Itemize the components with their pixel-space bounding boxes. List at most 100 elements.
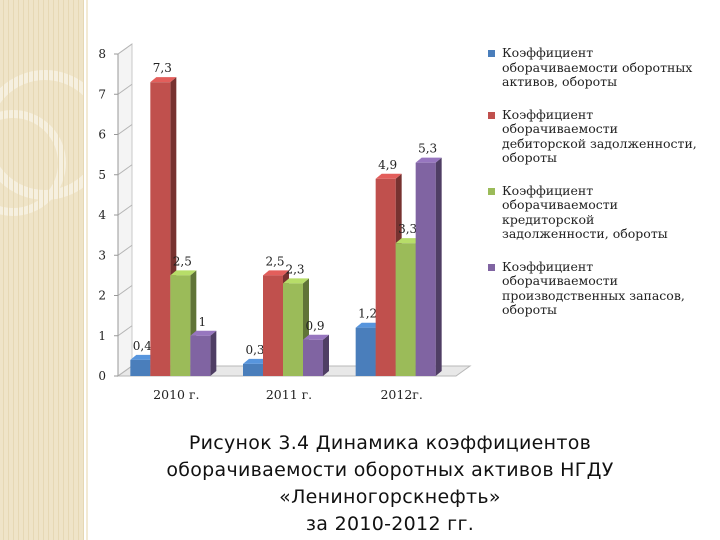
decorative-stripe bbox=[48, 0, 49, 540]
legend-label-line: Коэффициент bbox=[502, 258, 594, 274]
bar bbox=[415, 162, 436, 376]
legend-label-line: оборачиваемости bbox=[502, 273, 619, 288]
bar bbox=[375, 178, 396, 376]
caption-line-4: за 2010-2012 гг. bbox=[305, 513, 475, 535]
legend-label-line: оборачиваемости bbox=[502, 121, 619, 136]
legend-swatch bbox=[488, 50, 495, 57]
caption-line-2: оборачиваемости оборотных активов НГДУ bbox=[166, 459, 614, 481]
legend-item: Коэффициент оборачиваемости оборотных акти… bbox=[488, 45, 698, 90]
data-label: 5,3 bbox=[418, 142, 437, 156]
caption-line-1: Рисунок 3.4 Динамика коэффициентов bbox=[188, 432, 592, 454]
decorative-stripe bbox=[73, 0, 74, 540]
decorative-stripe bbox=[83, 0, 84, 540]
data-label: 3,3 bbox=[398, 222, 417, 236]
legend-label-line: активов, обороты bbox=[502, 74, 618, 89]
y-grid-diagonal bbox=[117, 164, 133, 176]
decorative-stripe bbox=[13, 0, 14, 540]
bar bbox=[170, 275, 191, 376]
legend-label-line: оборачиваемости bbox=[502, 197, 619, 212]
x-tick-label: 2012г. bbox=[380, 387, 422, 402]
data-label: 4,9 bbox=[378, 158, 397, 172]
legend-swatch bbox=[488, 111, 495, 119]
y-tick-label: 3 bbox=[98, 248, 106, 262]
bar-top bbox=[375, 173, 402, 179]
legend-label-line: Коэффициент bbox=[502, 106, 594, 122]
data-label: 1,2 bbox=[358, 307, 377, 321]
bar-top bbox=[170, 270, 197, 276]
bar bbox=[190, 335, 211, 376]
bar bbox=[150, 82, 171, 377]
bar-top bbox=[303, 334, 329, 340]
legend-label-line: задолженности, обороты bbox=[502, 226, 668, 241]
bar-top bbox=[190, 330, 217, 336]
y-tick-label: 5 bbox=[98, 168, 106, 182]
bar-top bbox=[150, 77, 177, 83]
decorative-stripe bbox=[28, 0, 29, 540]
legend-label-line: производственных запасов, bbox=[502, 287, 685, 303]
figure-caption: Рисунок 3.4 Динамика коэффициентов обора… bbox=[90, 430, 690, 538]
legend-item: Коэффициент оборачиваемости дебиторской за… bbox=[488, 106, 698, 166]
x-tick-label: 2010 г. bbox=[153, 387, 199, 402]
legend-swatch bbox=[488, 263, 495, 271]
bar bbox=[130, 359, 151, 376]
y-tick-label: 0 bbox=[98, 369, 106, 383]
data-label: 0,3 bbox=[245, 343, 264, 357]
bar-top bbox=[243, 358, 269, 364]
decorative-stripe bbox=[63, 0, 64, 540]
bar-top bbox=[130, 354, 157, 360]
y-grid-diagonal bbox=[117, 285, 133, 296]
legend-label-line: кредиторской bbox=[502, 211, 595, 227]
decorative-stripe bbox=[43, 0, 44, 540]
y-tick-label: 7 bbox=[98, 87, 106, 101]
decorative-stripe bbox=[33, 0, 34, 540]
y-grid-diagonal bbox=[117, 365, 133, 377]
bar-top bbox=[415, 157, 442, 163]
data-label: 7,3 bbox=[153, 61, 172, 75]
decorative-stripe bbox=[38, 0, 39, 540]
y-grid-diagonal bbox=[117, 83, 133, 95]
data-label: 2,3 bbox=[285, 262, 304, 276]
data-label: 2,5 bbox=[173, 254, 192, 268]
bar-side bbox=[210, 330, 217, 376]
y-tick-label: 8 bbox=[98, 47, 106, 61]
legend-label-line: Коэффициент bbox=[502, 182, 594, 198]
legend-label-line: Коэффициент bbox=[502, 45, 594, 60]
data-label: 1 bbox=[199, 315, 207, 329]
y-grid-diagonal bbox=[117, 124, 133, 135]
decorative-stripe bbox=[78, 0, 79, 540]
x-tick-label: 2011 г. bbox=[266, 387, 312, 402]
legend-swatch bbox=[488, 187, 495, 195]
y-grid-diagonal bbox=[117, 325, 133, 337]
legend-label-line: дебиторской задолженности, bbox=[502, 135, 697, 151]
chart-legend: Коэффициент оборачиваемости оборотных акти… bbox=[488, 45, 698, 336]
decorative-stripe bbox=[58, 0, 59, 540]
bar-side bbox=[435, 157, 442, 376]
bar bbox=[395, 243, 416, 376]
data-label: 0,4 bbox=[133, 339, 152, 353]
y-grid-diagonal bbox=[117, 204, 133, 216]
y-grid-diagonal bbox=[117, 43, 133, 55]
decorative-stripe bbox=[23, 0, 24, 540]
panel-divider bbox=[86, 0, 88, 540]
y-tick-label: 4 bbox=[98, 208, 106, 222]
y-grid-diagonal bbox=[117, 244, 133, 256]
decorative-stripe bbox=[3, 0, 4, 540]
caption-line-3: «Лениногорскнефть» bbox=[279, 486, 501, 508]
bar-top bbox=[395, 238, 422, 244]
decorative-stripe bbox=[53, 0, 54, 540]
legend-item: Коэффициент оборачиваемости производственн… bbox=[488, 258, 698, 318]
bar bbox=[355, 327, 376, 376]
decorative-stripe bbox=[68, 0, 69, 540]
bar-top bbox=[355, 322, 382, 328]
bar bbox=[263, 275, 283, 376]
y-tick-label: 1 bbox=[98, 329, 106, 343]
bar-top bbox=[263, 270, 289, 276]
legend-label-line: обороты bbox=[502, 302, 557, 317]
legend-label-line: оборачиваемости оборотных bbox=[502, 59, 693, 75]
decorative-side-panel bbox=[0, 0, 84, 540]
y-tick-label: 6 bbox=[98, 128, 106, 142]
bar-side bbox=[323, 334, 329, 376]
data-label: 2,5 bbox=[265, 254, 284, 268]
y-tick-label: 2 bbox=[98, 289, 106, 303]
